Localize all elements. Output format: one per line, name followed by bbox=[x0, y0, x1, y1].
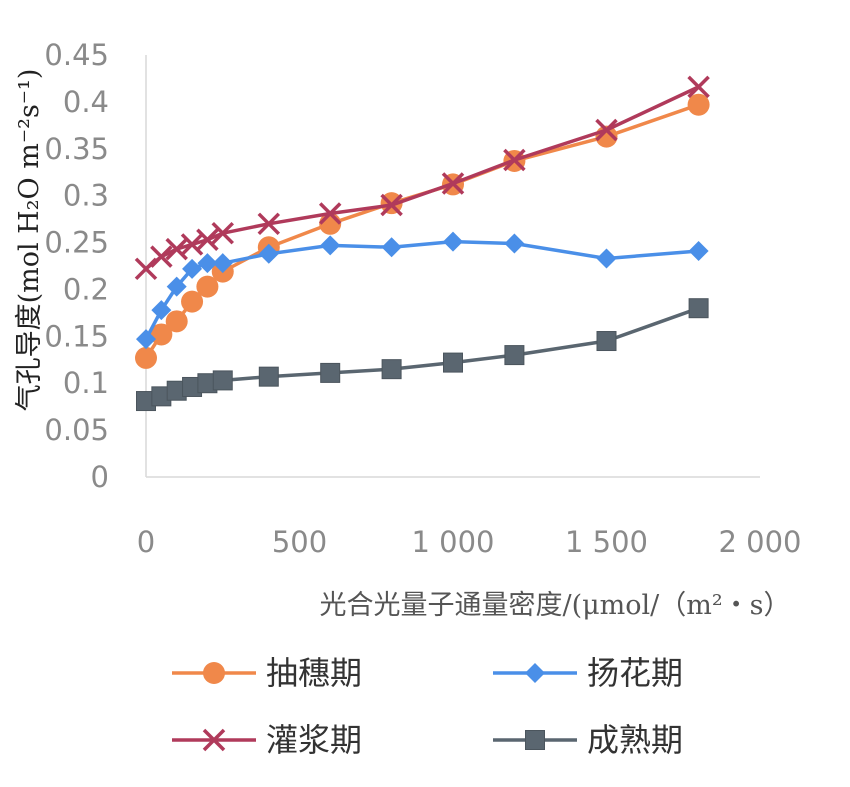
series-layer bbox=[134, 75, 710, 412]
y-tick-label: 0.45 bbox=[44, 38, 109, 72]
data-point bbox=[150, 323, 173, 346]
data-point bbox=[687, 75, 710, 99]
data-point bbox=[596, 248, 617, 269]
series-line bbox=[144, 239, 699, 340]
y-tick-labels: 0 0.05 0.1 0.15 0.2 0.25 0.3 0.35 0.4 0.45 bbox=[44, 38, 109, 494]
data-point bbox=[196, 228, 219, 251]
data-point bbox=[504, 345, 525, 366]
x-marker-stroke bbox=[687, 75, 710, 99]
data-point bbox=[211, 221, 234, 245]
x-marker-stroke bbox=[202, 728, 226, 752]
x-tick-label: 1 500 bbox=[565, 525, 648, 559]
data-point bbox=[443, 352, 463, 373]
legend-marker bbox=[525, 663, 545, 683]
data-point bbox=[181, 290, 204, 313]
x-tick-label: 0 bbox=[137, 525, 155, 559]
axes bbox=[145, 55, 760, 478]
x-marker-stroke bbox=[595, 118, 618, 142]
x-marker-stroke bbox=[441, 172, 465, 195]
x-marker-stroke bbox=[318, 202, 342, 225]
data-point bbox=[504, 233, 525, 254]
x-tick-label: 500 bbox=[272, 525, 327, 559]
data-point bbox=[380, 193, 403, 217]
y-tick-label: 0.05 bbox=[44, 413, 109, 447]
data-point bbox=[196, 275, 219, 298]
x-tick-labels: 0 500 1 000 1 500 2 000 bbox=[137, 525, 802, 559]
data-point bbox=[197, 253, 218, 274]
data-point bbox=[258, 243, 279, 264]
data-point bbox=[688, 240, 709, 261]
x-marker-stroke bbox=[211, 221, 234, 245]
legend-label: 成熟期 bbox=[587, 721, 683, 759]
data-point bbox=[258, 366, 279, 387]
data-point bbox=[443, 231, 463, 252]
x-tick-label: 2 000 bbox=[718, 525, 801, 559]
series-4 bbox=[136, 298, 709, 412]
x-marker-stroke bbox=[196, 228, 219, 251]
y-tick-label: 0.2 bbox=[63, 272, 109, 306]
data-point bbox=[687, 93, 710, 116]
data-point bbox=[318, 202, 342, 225]
data-point bbox=[320, 362, 341, 383]
data-point bbox=[381, 359, 402, 380]
data-point bbox=[151, 300, 172, 321]
legend-label: 扬花期 bbox=[587, 654, 683, 692]
legend-item: 成熟期 bbox=[493, 721, 683, 759]
data-point bbox=[503, 148, 526, 172]
data-point bbox=[688, 298, 709, 319]
y-tick-label: 0.35 bbox=[44, 132, 109, 166]
legend-label: 灌浆期 bbox=[266, 721, 362, 759]
legend-item: 扬花期 bbox=[493, 654, 683, 692]
y-axis-title: 气孔导度(mol H₂O m⁻²s⁻¹) bbox=[14, 69, 45, 412]
data-point bbox=[180, 233, 204, 256]
legend-label: 抽穗期 bbox=[266, 654, 362, 692]
y-tick-label: 0.25 bbox=[44, 226, 109, 260]
x-marker-stroke bbox=[165, 237, 188, 261]
x-marker-stroke bbox=[134, 257, 158, 281]
data-point bbox=[596, 331, 617, 352]
data-point bbox=[381, 237, 402, 258]
y-tick-label: 0.4 bbox=[63, 85, 109, 119]
x-marker-stroke bbox=[257, 212, 281, 236]
x-marker-stroke bbox=[380, 193, 403, 217]
legend-marker bbox=[202, 728, 226, 752]
x-tick-label: 1 000 bbox=[411, 525, 494, 559]
data-point bbox=[150, 245, 173, 268]
legend-item: 抽穗期 bbox=[172, 654, 362, 692]
data-point bbox=[595, 118, 618, 142]
series-2 bbox=[136, 231, 709, 350]
legend-marker bbox=[203, 662, 225, 684]
y-tick-label: 0.3 bbox=[63, 179, 109, 213]
y-tick-label: 0.1 bbox=[63, 366, 109, 400]
y-tick-label: 0.15 bbox=[44, 319, 109, 353]
y-tick-label: 0 bbox=[91, 460, 109, 494]
data-point bbox=[165, 237, 188, 261]
legend-item: 灌浆期 bbox=[172, 721, 362, 759]
data-point bbox=[136, 329, 156, 350]
data-point bbox=[182, 258, 203, 279]
data-point bbox=[165, 310, 188, 333]
data-point bbox=[441, 172, 465, 195]
x-axis-title: 光合光量子通量密度/(μmol/（m²・s） bbox=[319, 590, 790, 621]
data-point bbox=[135, 346, 157, 369]
legend-marker bbox=[525, 730, 545, 750]
data-point bbox=[257, 212, 281, 236]
x-marker-stroke bbox=[503, 148, 526, 172]
data-point bbox=[212, 370, 233, 391]
x-marker-stroke bbox=[180, 233, 204, 256]
data-point bbox=[320, 235, 341, 256]
data-point bbox=[166, 276, 187, 297]
data-point bbox=[212, 253, 233, 274]
x-marker-stroke bbox=[150, 245, 173, 268]
series-3 bbox=[134, 75, 710, 281]
data-point bbox=[134, 257, 158, 281]
